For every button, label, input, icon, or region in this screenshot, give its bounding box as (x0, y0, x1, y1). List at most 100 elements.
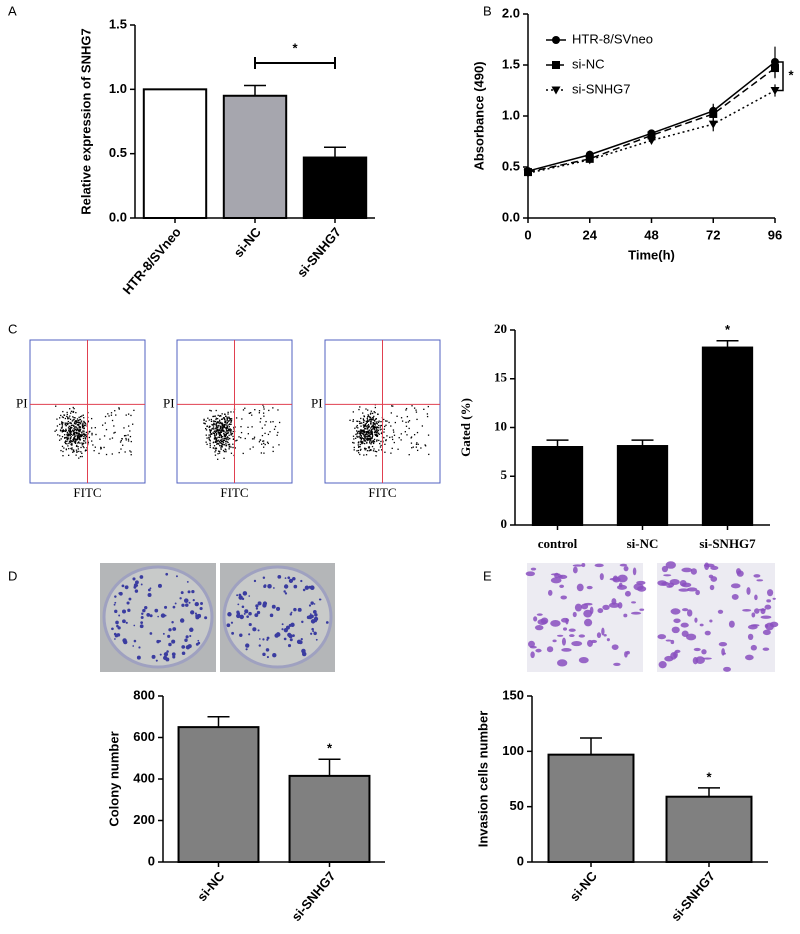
cell (657, 580, 667, 586)
flow-dot (372, 418, 374, 420)
flow-dot (205, 441, 207, 443)
flow-dot (361, 442, 363, 445)
flow-dot (215, 430, 217, 433)
flow-dot (113, 432, 115, 434)
cell (674, 649, 681, 654)
flow-dot (73, 432, 76, 435)
flow-dot (372, 428, 374, 430)
flow-dot (78, 457, 80, 459)
flow-dot (215, 449, 217, 452)
flow-dot (222, 427, 224, 429)
flow-dot (235, 440, 237, 442)
flow-dot (367, 420, 369, 422)
colony (167, 634, 171, 638)
cell (540, 617, 549, 625)
colony (287, 644, 292, 648)
colony (257, 629, 260, 632)
flow-dot (69, 441, 71, 444)
flow-dot (72, 432, 75, 434)
flow-dot (78, 450, 80, 453)
flow-dot (212, 420, 215, 422)
flow-dot (132, 423, 134, 425)
flow-dot (379, 442, 381, 445)
colony (239, 633, 243, 638)
cell (581, 563, 586, 568)
panel-label: D (8, 568, 17, 583)
cell (746, 587, 751, 595)
flow-dot (214, 420, 217, 423)
flow-dot (73, 441, 76, 443)
colony (126, 601, 130, 605)
flow-dot (353, 442, 355, 444)
flow-dot (410, 442, 413, 444)
flow-dot (366, 426, 368, 428)
colony (315, 638, 318, 641)
flow-dot (221, 418, 224, 420)
flow-dot (219, 450, 221, 453)
flow-dot (59, 435, 61, 437)
flow-dot (209, 444, 211, 446)
flow-dot (87, 420, 89, 422)
x-tick-label: 72 (706, 227, 720, 242)
flow-dot (73, 425, 75, 427)
flow-dot (215, 417, 217, 419)
flow-dot (244, 437, 246, 440)
y-axis-label: Invasion cells number (475, 711, 490, 848)
flow-dot (71, 448, 73, 451)
cell (583, 602, 593, 606)
x-axis-label: Time(h) (628, 247, 675, 262)
flow-dot (72, 416, 74, 418)
colony (231, 631, 235, 635)
flow-dot (103, 446, 105, 449)
flow-dot (66, 411, 68, 414)
flow-dot (72, 440, 74, 443)
flow-dot (67, 445, 69, 447)
flow-dot (386, 435, 388, 437)
cell (534, 625, 544, 631)
flow-dot (129, 450, 131, 452)
flow-dot (84, 424, 86, 427)
flow-dot (84, 440, 86, 442)
flow-dot (369, 433, 371, 436)
flow-dot (365, 454, 368, 456)
flow-dot (375, 422, 377, 424)
flow-dot (210, 429, 212, 432)
flow-dot (366, 431, 369, 434)
flow-dot (82, 422, 84, 424)
cell (766, 599, 772, 603)
flow-dot (130, 451, 132, 453)
colony (157, 583, 162, 588)
flow-dot (203, 418, 205, 421)
flow-dot (370, 429, 373, 431)
colony (188, 601, 191, 604)
flow-dot (70, 440, 72, 442)
flow-dot (369, 449, 372, 451)
flow-dot (82, 423, 84, 425)
flow-dot (213, 423, 215, 425)
flow-dot (69, 412, 72, 414)
y-tick-label: 0 (517, 853, 524, 868)
flow-dot (267, 433, 270, 436)
flow-dot (70, 424, 73, 426)
flow-dot (209, 440, 211, 442)
flow-dot (365, 408, 367, 410)
flow-dot (366, 432, 368, 434)
flow-dot (82, 433, 84, 436)
flow-dot (213, 415, 215, 418)
flow-dot (364, 431, 366, 434)
flow-dot (66, 443, 68, 445)
flow-dot (277, 409, 279, 411)
flow-dot (359, 437, 362, 439)
cell (661, 565, 669, 573)
flow-dot (221, 425, 223, 427)
flow-dot (367, 425, 369, 427)
flow-dot (221, 442, 223, 444)
cell (703, 563, 715, 568)
flow-dot (90, 427, 93, 429)
flow-dot (370, 410, 372, 412)
flow-dot (368, 434, 370, 436)
flow-dot (73, 422, 76, 425)
cell (693, 647, 701, 652)
cell (556, 634, 564, 637)
cell (680, 622, 689, 628)
